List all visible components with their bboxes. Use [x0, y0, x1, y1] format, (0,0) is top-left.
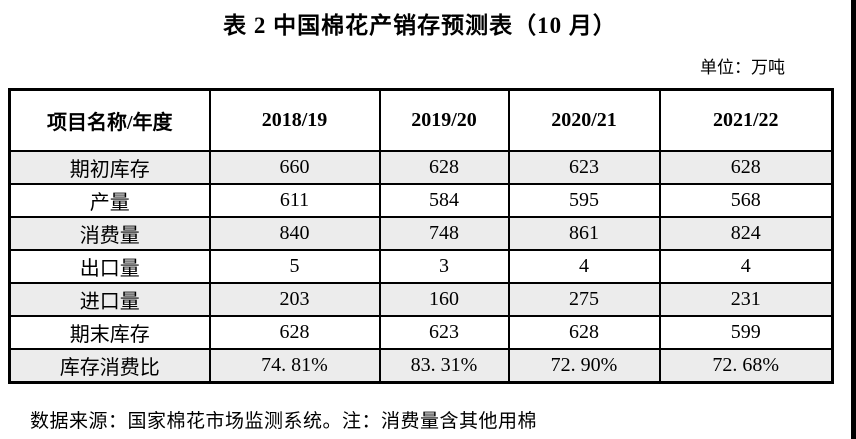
table-cell: 861: [507, 216, 661, 251]
table-row-ending-inventory: 期末库存 628 623 628 599: [8, 315, 834, 350]
table-cell: 72. 90%: [507, 348, 661, 384]
table-cell: 72. 68%: [658, 348, 834, 384]
table-cell: 628: [378, 150, 510, 185]
table-cell: 824: [658, 216, 834, 251]
scan-edge-artifact: [851, 0, 856, 439]
table-row-production: 产量 611 584 595 568: [8, 183, 834, 218]
table-cell: 83. 31%: [378, 348, 510, 384]
table-cell: 599: [658, 315, 834, 350]
table-cell: 660: [208, 150, 381, 185]
row-label: 消费量: [8, 216, 211, 251]
table-cell: 595: [507, 183, 661, 218]
row-label: 期末库存: [8, 315, 211, 350]
row-label: 期初库存: [8, 150, 211, 185]
cotton-forecast-table: 项目名称/年度 2018/19 2019/20 2020/21 2021/22 …: [8, 88, 834, 384]
table-cell: 628: [658, 150, 834, 185]
table-cell: 568: [658, 183, 834, 218]
table-cell: 840: [208, 216, 381, 251]
header-row: 项目名称/年度 2018/19 2019/20 2020/21 2021/22: [8, 88, 834, 152]
row-label: 库存消费比: [8, 348, 211, 384]
table-cell: 160: [378, 282, 510, 317]
table-cell: 584: [378, 183, 510, 218]
table-cell: 628: [507, 315, 661, 350]
table-cell: 4: [658, 249, 834, 284]
row-label: 产量: [8, 183, 211, 218]
row-label: 进口量: [8, 282, 211, 317]
column-header-2018-19: 2018/19: [208, 88, 381, 152]
row-label: 出口量: [8, 249, 211, 284]
table-row-exports: 出口量 5 3 4 4: [8, 249, 834, 284]
table-row-consumption: 消费量 840 748 861 824: [8, 216, 834, 251]
table-cell: 611: [208, 183, 381, 218]
table-row-imports: 进口量 203 160 275 231: [8, 282, 834, 317]
table-cell: 748: [378, 216, 510, 251]
column-header-2020-21: 2020/21: [507, 88, 661, 152]
data-source-note: 数据来源：国家棉花市场监测系统。注：消费量含其他用棉: [30, 411, 538, 432]
table-cell: 3: [378, 249, 510, 284]
table-cell: 231: [658, 282, 834, 317]
table-cell: 623: [507, 150, 661, 185]
table-cell: 4: [507, 249, 661, 284]
table-cell: 5: [208, 249, 381, 284]
column-header-2021-22: 2021/22: [658, 88, 834, 152]
table-row-beginning-inventory: 期初库存 660 628 623 628: [8, 150, 834, 185]
table-cell: 74. 81%: [208, 348, 381, 384]
table-cell: 275: [507, 282, 661, 317]
column-header-2019-20: 2019/20: [378, 88, 510, 152]
table-cell: 623: [378, 315, 510, 350]
column-header-item: 项目名称/年度: [8, 88, 211, 152]
table-cell: 628: [208, 315, 381, 350]
table-cell: 203: [208, 282, 381, 317]
table-title: 表 2 中国棉花产销存预测表（10 月）: [223, 13, 617, 38]
unit-label: 单位：万吨: [700, 58, 785, 77]
table-row-stock-to-use-ratio: 库存消费比 74. 81% 83. 31% 72. 90% 72. 68%: [8, 348, 834, 384]
